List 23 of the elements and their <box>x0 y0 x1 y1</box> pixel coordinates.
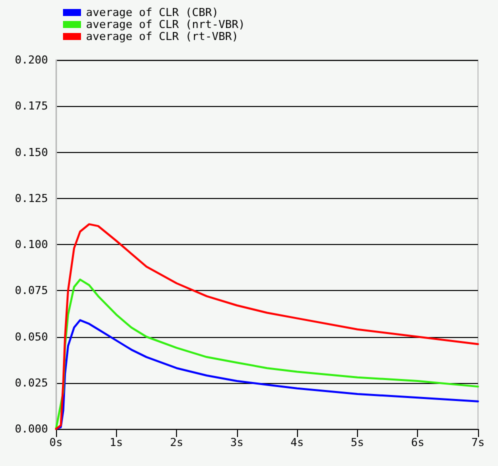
x-tick-label: 3s <box>230 436 244 449</box>
y-tick-label: 0.150 <box>14 146 48 159</box>
y-tick-label: 0.175 <box>14 100 48 113</box>
legend-label: average of CLR (nrt-VBR) <box>86 18 245 31</box>
y-tick-label: 0.100 <box>14 238 48 251</box>
y-tick-label: 0.025 <box>14 376 48 390</box>
x-tick-label: 4s <box>290 436 304 449</box>
x-tick-label: 1s <box>110 436 123 449</box>
x-tick-label: 0s <box>49 436 63 449</box>
y-tick-label: 0.050 <box>14 330 48 344</box>
legend-label: average of CLR (CBR) <box>86 6 218 19</box>
line-series <box>55 319 479 430</box>
legend-label: average of CLR (rt-VBR) <box>86 30 238 43</box>
y-tick-label: 0.000 <box>14 422 48 436</box>
x-tick-label: 5s <box>350 436 364 449</box>
y-tick-label: 0.075 <box>14 284 48 298</box>
y-tick-label: 0.125 <box>14 192 48 205</box>
y-tick-label: 0.200 <box>14 54 48 66</box>
x-tick-label: 7s <box>471 436 485 449</box>
line-series <box>55 278 479 430</box>
x-tick-label: 2s <box>170 436 184 449</box>
x-tick-label: 6s <box>411 436 424 449</box>
line-series <box>55 223 479 430</box>
